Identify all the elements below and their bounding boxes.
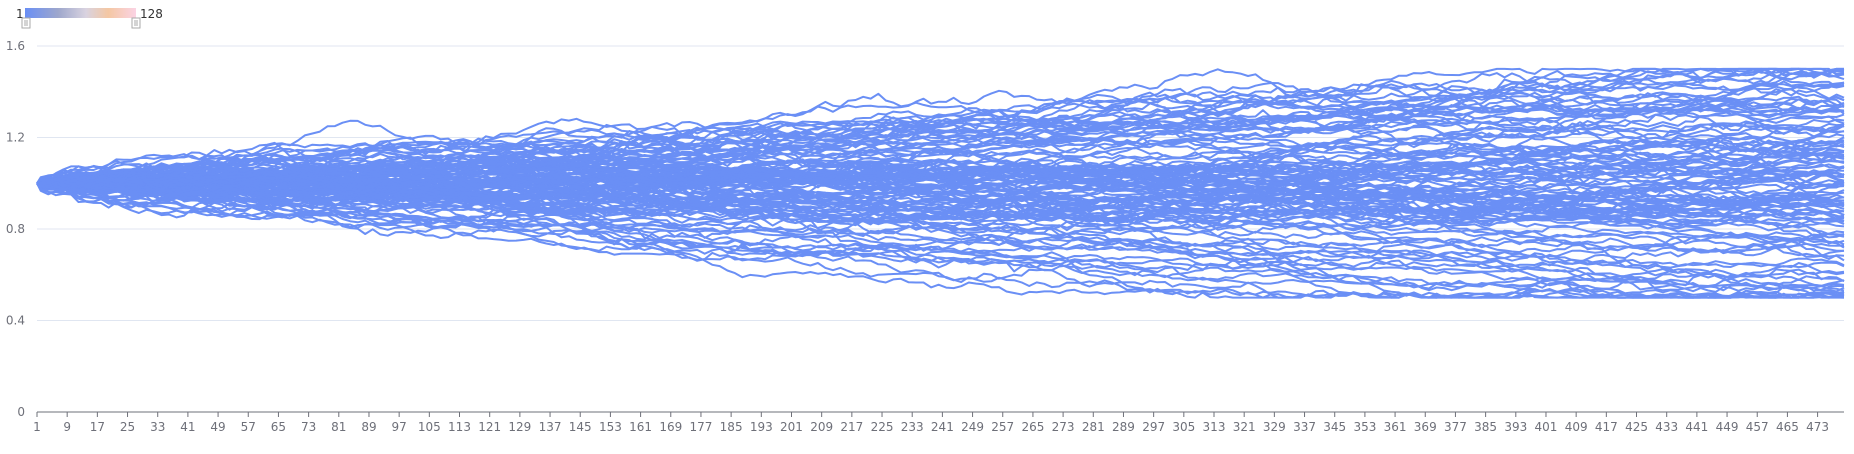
y-tick-label: 1.6 [6, 39, 25, 53]
series-line [36, 172, 1845, 254]
x-tick-label: 249 [961, 420, 984, 434]
series-line [36, 67, 1845, 186]
x-tick-label: 265 [1021, 420, 1044, 434]
x-tick-label: 169 [659, 420, 682, 434]
series-line [36, 170, 1845, 246]
y-tick-label: 0.4 [6, 314, 25, 328]
x-tick-label: 409 [1565, 420, 1588, 434]
series-line [36, 176, 1845, 236]
series-line [36, 117, 1845, 195]
x-tick-label: 209 [810, 420, 833, 434]
series-line [36, 182, 1845, 299]
series-line [36, 182, 1845, 293]
x-tick-label: 161 [629, 420, 652, 434]
series-line [36, 67, 1845, 188]
x-tick-label: 257 [991, 420, 1014, 434]
y-tick-label: 0 [17, 405, 25, 419]
x-tick-label: 345 [1323, 420, 1346, 434]
x-tick-label: 57 [241, 420, 256, 434]
x-tick-label: 457 [1746, 420, 1769, 434]
x-tick-label: 89 [361, 420, 376, 434]
x-tick-label: 425 [1625, 420, 1648, 434]
x-tick-label: 105 [418, 420, 441, 434]
x-tick-label: 441 [1685, 420, 1708, 434]
x-tick-label: 473 [1806, 420, 1829, 434]
x-tick-label: 393 [1504, 420, 1527, 434]
x-tick-label: 145 [569, 420, 592, 434]
x-tick-label: 465 [1776, 420, 1799, 434]
x-tick-label: 385 [1474, 420, 1497, 434]
visual-map-min-label: 1 [16, 7, 24, 21]
x-tick-label: 73 [301, 420, 316, 434]
x-tick-label: 313 [1203, 420, 1226, 434]
x-tick-label: 97 [392, 420, 407, 434]
x-tick-label: 369 [1414, 420, 1437, 434]
y-tick-label: 0.8 [6, 222, 25, 236]
x-tick-label: 417 [1595, 420, 1618, 434]
x-tick-label: 241 [931, 420, 954, 434]
x-tick-label: 193 [750, 420, 773, 434]
x-tick-label: 289 [1112, 420, 1135, 434]
x-tick-label: 281 [1082, 420, 1105, 434]
x-tick-label: 449 [1716, 420, 1739, 434]
series-line [36, 150, 1845, 186]
x-tick-label: 225 [871, 420, 894, 434]
x-tick-label: 377 [1444, 420, 1467, 434]
x-tick-label: 273 [1052, 420, 1075, 434]
series-line [36, 179, 1845, 299]
x-tick-label: 185 [720, 420, 743, 434]
visual-map-handle-max[interactable] [131, 17, 141, 29]
x-tick-label: 153 [599, 420, 622, 434]
x-tick-label: 25 [120, 420, 135, 434]
x-tick-label: 17 [90, 420, 105, 434]
x-tick-label: 137 [539, 420, 562, 434]
x-tick-label: 433 [1655, 420, 1678, 434]
visual-map-max-label: 128 [140, 7, 163, 21]
x-tick-label: 113 [448, 420, 471, 434]
x-tick-label: 49 [210, 420, 225, 434]
series-line [36, 179, 1845, 229]
series-layer [36, 67, 1845, 299]
series-line [36, 170, 1845, 214]
series-line [36, 179, 1845, 239]
visual-map[interactable]: 1 128 [16, 7, 163, 29]
visual-map-gradient-bar[interactable] [25, 8, 136, 18]
x-tick-label: 177 [689, 420, 712, 434]
x-tick-label: 337 [1293, 420, 1316, 434]
series-line [36, 97, 1845, 185]
x-tick-label: 401 [1535, 420, 1558, 434]
visual-map-handle-min[interactable] [21, 17, 31, 29]
x-tick-label: 297 [1142, 420, 1165, 434]
series-line [36, 95, 1845, 186]
x-tick-label: 361 [1384, 420, 1407, 434]
x-tick-label: 353 [1353, 420, 1376, 434]
x-tick-label: 129 [508, 420, 531, 434]
x-tick-label: 1 [33, 420, 41, 434]
series-line [36, 130, 1845, 184]
series-line [36, 80, 1845, 188]
x-tick-label: 9 [63, 420, 71, 434]
x-tick-label: 321 [1233, 420, 1256, 434]
x-tick-label: 201 [780, 420, 803, 434]
y-tick-label: 1.2 [6, 131, 25, 145]
series-line [36, 175, 1845, 292]
x-tick-label: 233 [901, 420, 924, 434]
x-tick-label: 305 [1172, 420, 1195, 434]
x-tick-label: 65 [271, 420, 286, 434]
x-tick-label: 33 [150, 420, 165, 434]
x-tick-label: 41 [180, 420, 195, 434]
x-tick-label: 217 [840, 420, 863, 434]
series-line [36, 156, 1845, 229]
x-tick-label: 121 [478, 420, 501, 434]
x-tick-label: 81 [331, 420, 346, 434]
x-tick-label: 329 [1263, 420, 1286, 434]
series-line [36, 67, 1844, 185]
axis-layer: 0 0.4 0.8 1.2 1.6 1 9 17 25 33 41 49 57 65 73 81 89 97 105… [6, 39, 1829, 434]
